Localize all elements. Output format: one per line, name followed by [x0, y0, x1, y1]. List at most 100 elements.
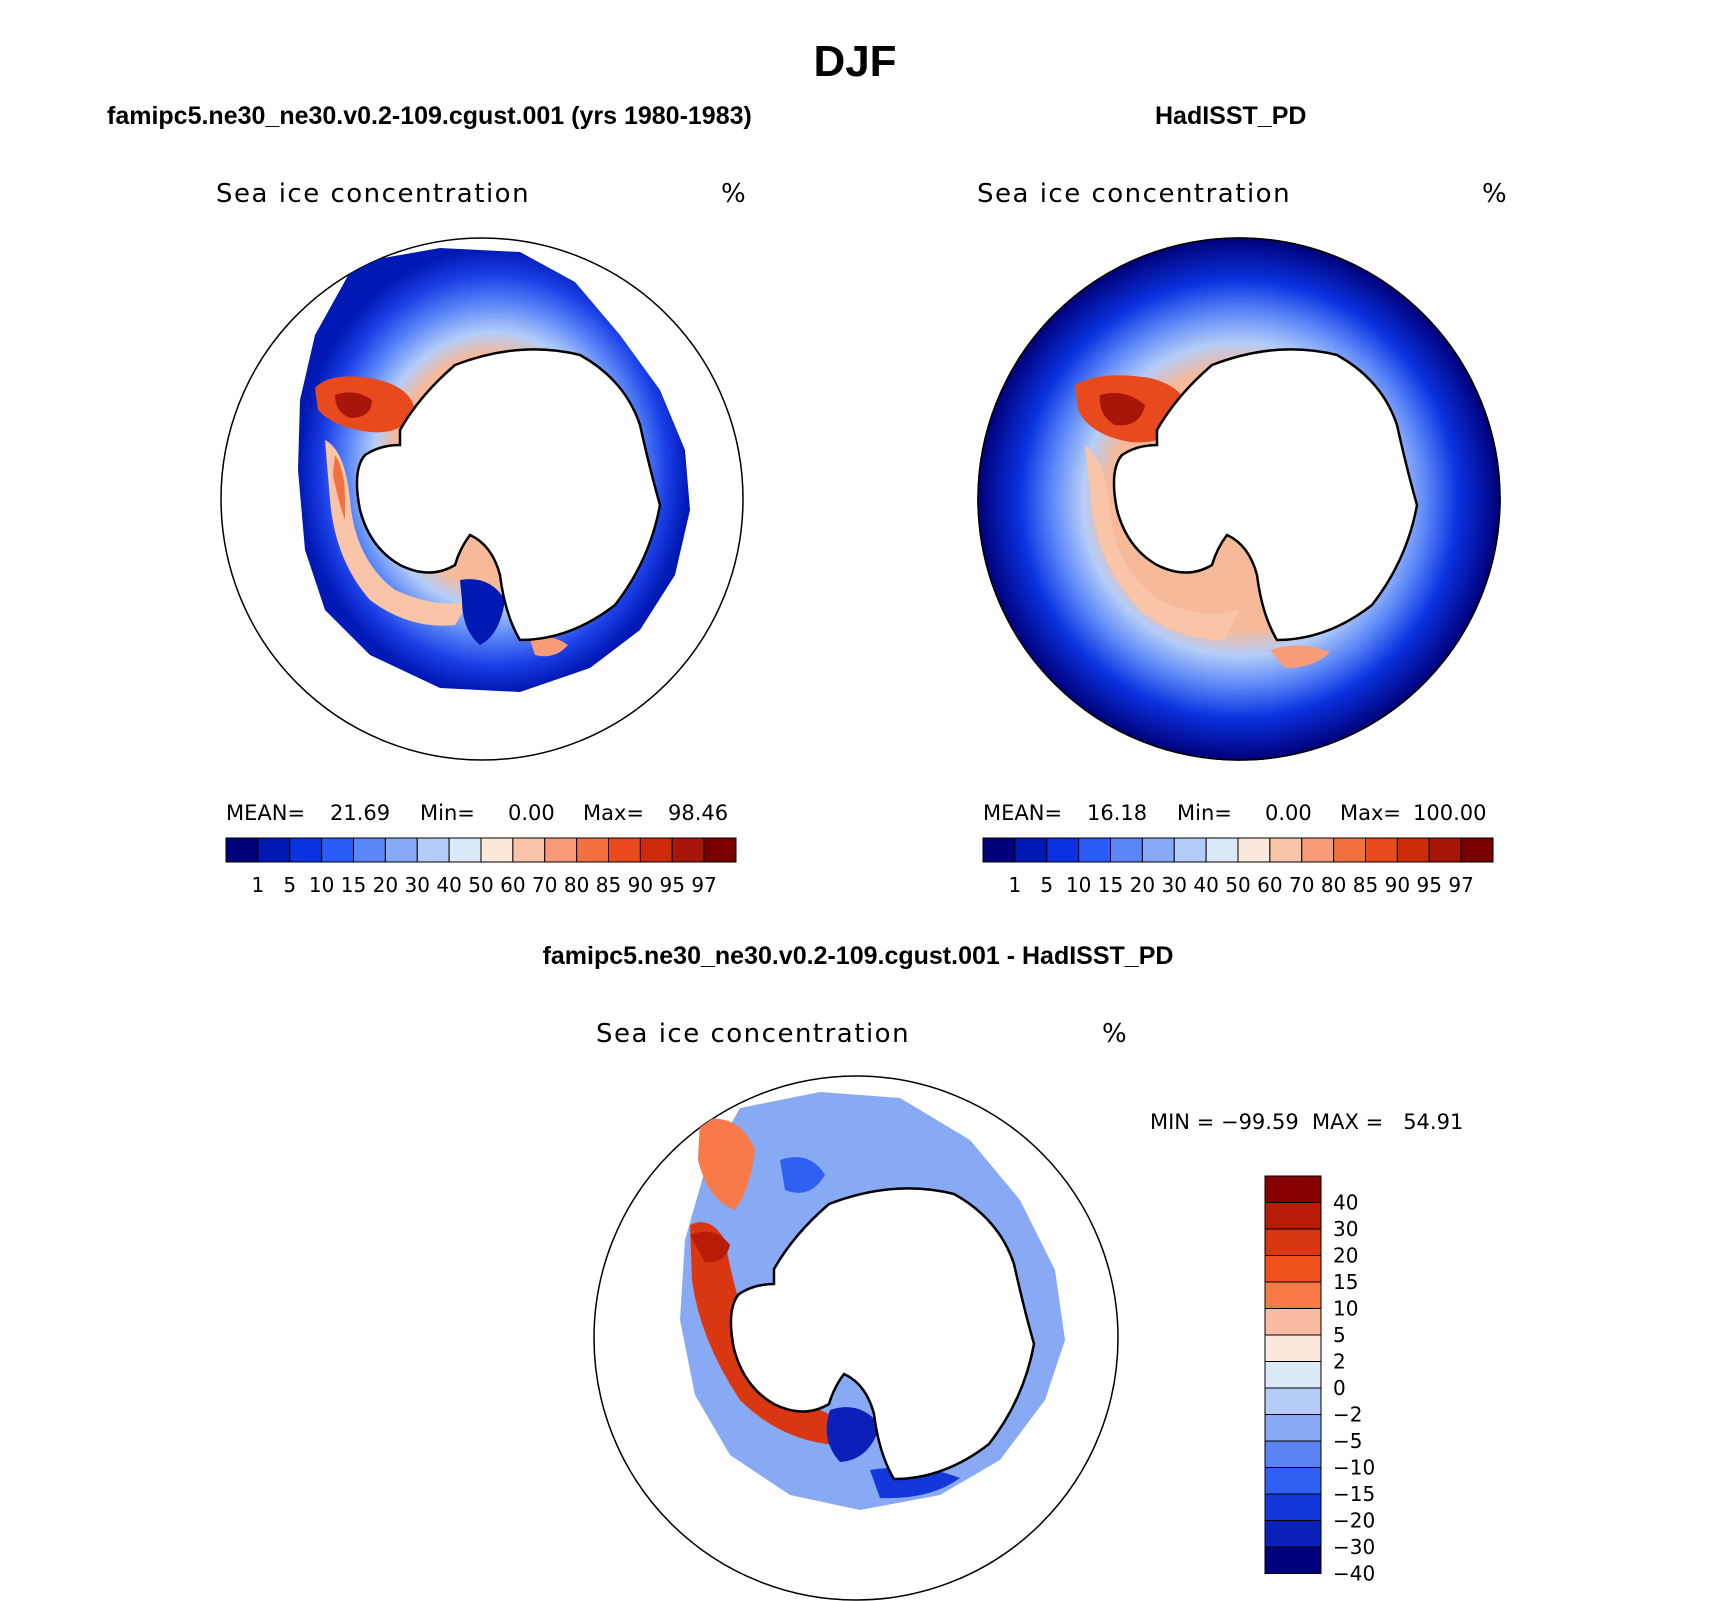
- model-antarctica-landmass: [355, 348, 662, 642]
- obs-colorbar-swatch: [1428, 837, 1462, 863]
- diff-colorbar-tick-label: 15: [1333, 1270, 1358, 1294]
- diff-antarctica-landmass: [729, 1187, 1036, 1481]
- model-colorbar: 1 5 10 15 20 30 40 50 60 70 80 85 90 95 97: [225, 837, 737, 897]
- obs-colorbar-tick-label: 15: [1098, 873, 1123, 897]
- obs-colorbar-tick-label: 50: [1225, 873, 1250, 897]
- model-colorbar-swatch: [321, 837, 354, 863]
- model-colorbar-swatch: [703, 837, 737, 863]
- model-colorbar-tick-label: 60: [500, 873, 525, 897]
- diff-colorbar-swatch: [1264, 1467, 1322, 1495]
- diff-minmax-text: MIN = −99.59 MAX = 54.91: [1150, 1110, 1463, 1134]
- obs-colorbar-tick-label: 1: [1009, 873, 1022, 897]
- diff-colorbar-tick-label: −20: [1333, 1509, 1375, 1533]
- model-colorbar-swatch: [576, 837, 609, 863]
- diff-colorbar-swatch: [1264, 1414, 1322, 1442]
- diff-colorbar-tick-label: −10: [1333, 1456, 1375, 1480]
- model-polar-map: [220, 237, 744, 761]
- obs-colorbar: 1 5 10 15 20 30 40 50 60 70 80 85 90 95 97: [982, 837, 1494, 897]
- obs-colorbar-tick-label: 90: [1385, 873, 1410, 897]
- model-colorbar-tick-label: 10: [309, 873, 334, 897]
- model-colorbar-tick-label: 85: [596, 873, 621, 897]
- obs-colorbar-swatch: [982, 837, 1016, 863]
- obs-amundsen-patch: [1270, 645, 1330, 668]
- model-amundsen-patch: [530, 636, 568, 657]
- obs-colorbar-swatch: [1396, 837, 1430, 863]
- diff-colorbar-swatch: [1264, 1334, 1322, 1362]
- diff-ross-negative: [826, 1407, 880, 1462]
- obs-antarctica-landmass: [1112, 348, 1419, 642]
- obs-colorbar-swatch: [1301, 837, 1335, 863]
- model-colorbar-tick-label: 1: [252, 873, 265, 897]
- obs-header: HadISST_PD: [1155, 102, 1306, 130]
- diff-colorbar-tick-label: 30: [1333, 1217, 1358, 1241]
- diff-colorbar-tick-label: −5: [1333, 1429, 1362, 1453]
- obs-colorbar-tick-label: 60: [1257, 873, 1282, 897]
- obs-colorbar-swatch: [1110, 837, 1143, 863]
- diff-colorbar-swatch: [1264, 1440, 1322, 1468]
- panel-obs: HadISST_PD Sea ice concentration % MEAN=…: [977, 102, 1507, 897]
- obs-colorbar-swatch: [1141, 837, 1175, 863]
- diff-colorbar-tick-label: −40: [1333, 1562, 1375, 1586]
- model-colorbar-swatch: [353, 837, 386, 863]
- model-colorbar-swatch: [639, 837, 673, 863]
- diff-colorbar-swatch: [1264, 1255, 1322, 1283]
- model-colorbar-tick-label: 30: [405, 873, 430, 897]
- diff-weddell-positive: [690, 1231, 730, 1263]
- model-colorbar-swatch: [512, 837, 546, 863]
- model-weddell-core: [335, 392, 372, 418]
- model-east-coast-ice: [325, 440, 470, 626]
- obs-polar-map: [977, 237, 1501, 761]
- model-colorbar-tick-label: 80: [564, 873, 589, 897]
- diff-colorbar-swatch: [1264, 1361, 1322, 1389]
- figure-title: DJF: [813, 37, 896, 86]
- diff-colorbar-swatch: [1264, 1202, 1322, 1230]
- diff-colorbar-swatch: [1264, 1546, 1322, 1574]
- obs-weddell-core: [1099, 392, 1145, 426]
- diff-colorbar-swatch: [1264, 1281, 1322, 1309]
- obs-colorbar-tick-label: 20: [1130, 873, 1155, 897]
- model-colorbar-tick-label: 90: [628, 873, 653, 897]
- model-colorbar-swatch: [225, 837, 259, 863]
- diff-colorbar-tick-label: −15: [1333, 1482, 1375, 1506]
- panel-model: famipc5.ne30_ne30.v0.2-109.cgust.001 (yr…: [107, 102, 752, 897]
- obs-colorbar-tick-label: 5: [1040, 873, 1053, 897]
- diff-colorbar-tick-label: 0: [1333, 1376, 1346, 1400]
- model-ross-sea-low: [460, 579, 505, 645]
- diff-header: famipc5.ne30_ne30.v0.2-109.cgust.001 - H…: [543, 942, 1174, 970]
- obs-colorbar-swatch: [1205, 837, 1239, 863]
- model-colorbar-tick-label: 15: [341, 873, 366, 897]
- diff-positive-west: [690, 1222, 850, 1445]
- diff-colorbar-swatch: [1264, 1387, 1322, 1415]
- diff-colorbar-tick-label: 5: [1333, 1323, 1346, 1347]
- diff-variable-label: Sea ice concentration: [596, 1019, 910, 1049]
- obs-units-label: %: [1482, 179, 1507, 209]
- model-colorbar-swatch: [448, 837, 482, 863]
- model-variable-label: Sea ice concentration: [216, 179, 530, 209]
- diff-colorbar-swatch: [1264, 1228, 1322, 1256]
- panel-diff: famipc5.ne30_ne30.v0.2-109.cgust.001 - H…: [543, 942, 1463, 1601]
- model-colorbar-swatch: [608, 837, 641, 863]
- obs-colorbar-swatch: [1173, 837, 1207, 863]
- diff-colorbar-swatch: [1264, 1493, 1322, 1521]
- obs-colorbar-swatch: [1460, 837, 1494, 863]
- diff-colorbar-swatch: [1264, 1520, 1322, 1548]
- model-units-label: %: [721, 179, 746, 209]
- obs-colorbar-swatch: [1365, 837, 1398, 863]
- obs-colorbar-swatch: [1333, 837, 1366, 863]
- obs-colorbar-tick-label: 85: [1353, 873, 1378, 897]
- diff-colorbar-tick-label: 40: [1333, 1191, 1358, 1215]
- diff-colorbar-tick-label: −2: [1333, 1403, 1362, 1427]
- obs-colorbar-tick-label: 80: [1321, 873, 1346, 897]
- diff-colorbar-tick-label: 20: [1333, 1244, 1358, 1268]
- diff-colorbar-swatch: [1264, 1308, 1322, 1336]
- obs-east-coast-ice: [1085, 445, 1240, 640]
- model-colorbar-tick-label: 20: [373, 873, 398, 897]
- diff-polar-map: [593, 1075, 1119, 1601]
- diff-east-negative: [780, 1157, 825, 1193]
- obs-colorbar-tick-label: 40: [1193, 873, 1218, 897]
- model-colorbar-tick-label: 50: [468, 873, 493, 897]
- model-colorbar-swatch: [544, 837, 578, 863]
- diff-positive-northwest: [698, 1118, 755, 1210]
- model-header: famipc5.ne30_ne30.v0.2-109.cgust.001 (yr…: [107, 102, 752, 130]
- obs-colorbar-swatch: [1046, 837, 1080, 863]
